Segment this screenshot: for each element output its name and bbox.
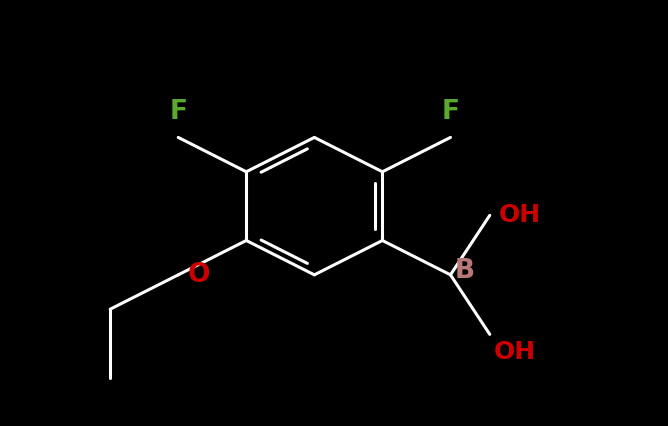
Text: OH: OH (494, 340, 536, 364)
Text: OH: OH (499, 203, 541, 227)
Text: O: O (188, 262, 210, 288)
Text: F: F (442, 99, 460, 125)
Text: B: B (454, 259, 474, 285)
Text: F: F (169, 99, 187, 125)
